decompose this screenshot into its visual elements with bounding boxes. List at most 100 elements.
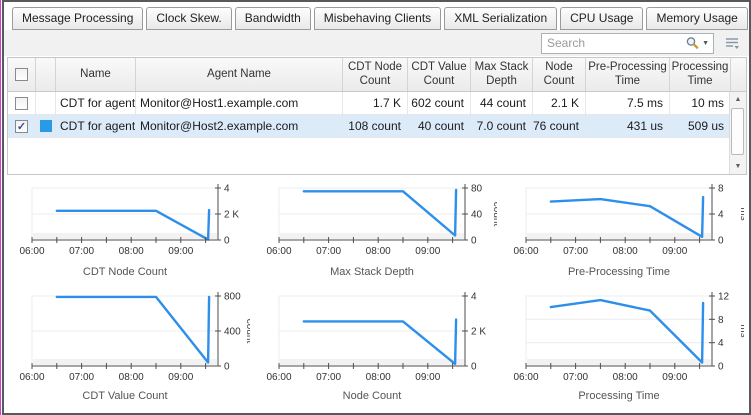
column-chooser-icon[interactable] xyxy=(723,36,740,51)
tab-memory-usage[interactable]: Memory Usage xyxy=(646,7,748,30)
svg-text:0: 0 xyxy=(718,236,724,247)
cell-agent-name: Monitor@Host1.example.com xyxy=(136,92,343,114)
svg-text:40: 40 xyxy=(471,210,483,221)
column-header-cdt-value-count[interactable]: CDT Value Count xyxy=(408,58,471,91)
cell-pre-processing-time: 431 us xyxy=(586,115,670,137)
svg-text:Processing Time: Processing Time xyxy=(578,390,659,402)
chart-svg-node-count: 06:00 07:00 08:00 09:00 0 2 K 4 Node Count xyxy=(266,292,486,403)
svg-text:0: 0 xyxy=(471,236,477,247)
svg-text:08:00: 08:00 xyxy=(118,372,143,383)
cell-cdt-value-count: 602 count xyxy=(408,92,471,114)
svg-text:0: 0 xyxy=(718,362,724,373)
tab-bar: Message Processing Clock Skew. Bandwidth Mi… xyxy=(4,2,749,30)
table-body: CDT for agent 3Monitor@Host1.example.com… xyxy=(8,92,746,138)
svg-text:count: count xyxy=(491,202,497,227)
svg-text:07:00: 07:00 xyxy=(69,372,94,383)
svg-text:4: 4 xyxy=(471,292,477,303)
tab-bandwidth[interactable]: Bandwidth xyxy=(234,7,311,30)
column-header-agent-name[interactable]: Agent Name xyxy=(136,58,343,91)
chart-node-count: 06:00 07:00 08:00 09:00 0 2 K 4 Node Count xyxy=(257,290,497,407)
svg-text:Max Stack Depth: Max Stack Depth xyxy=(330,266,414,278)
data-table: Name Agent Name CDT Node Count CDT Value Co… xyxy=(7,57,747,175)
svg-text:09:00: 09:00 xyxy=(168,246,193,257)
column-header-max-stack-depth[interactable]: Max Stack Depth xyxy=(471,58,533,91)
search-dropdown-arrow-icon[interactable]: ▼ xyxy=(702,39,709,47)
row-checkbox-cell[interactable]: ✓ xyxy=(8,115,36,137)
row-checkbox-cell[interactable] xyxy=(8,92,36,114)
cell-node-count: 76 count xyxy=(533,115,586,137)
row-color-cell xyxy=(36,92,56,114)
svg-text:0: 0 xyxy=(224,362,230,373)
checkbox-unchecked[interactable] xyxy=(15,96,28,110)
cell-agent-name: Monitor@Host2.example.com xyxy=(136,115,343,137)
svg-text:09:00: 09:00 xyxy=(662,372,687,383)
svg-text:06:00: 06:00 xyxy=(266,372,291,383)
svg-text:count: count xyxy=(244,319,250,344)
svg-text:0: 0 xyxy=(224,236,230,247)
select-all-checkbox[interactable] xyxy=(15,68,28,81)
svg-text:06:00: 06:00 xyxy=(513,372,538,383)
table-scrollbar[interactable]: ▲ ▼ xyxy=(729,92,746,174)
svg-text:09:00: 09:00 xyxy=(415,372,440,383)
column-header-processing-time[interactable]: Processing Time xyxy=(670,58,731,91)
svg-text:4: 4 xyxy=(718,338,724,349)
column-header-node-count[interactable]: Node Count xyxy=(533,58,586,91)
svg-text:07:00: 07:00 xyxy=(563,372,588,383)
color-column-header[interactable] xyxy=(36,58,56,91)
row-color-cell xyxy=(36,115,56,137)
cell-cdt-node-count: 1.7 K xyxy=(343,92,408,114)
tab-message-processing[interactable]: Message Processing xyxy=(12,7,144,30)
scrollbar-down-icon[interactable]: ▼ xyxy=(734,163,742,170)
svg-text:09:00: 09:00 xyxy=(415,246,440,257)
svg-text:8: 8 xyxy=(718,184,724,195)
tab-clock-skew[interactable]: Clock Skew. xyxy=(146,7,232,30)
chart-svg-max-stack-depth: 06:00 07:00 08:00 09:00 0 40 80 count Max Stack … xyxy=(266,184,502,279)
svg-text:06:00: 06:00 xyxy=(266,246,291,257)
svg-text:400: 400 xyxy=(224,327,241,338)
svg-text:06:00: 06:00 xyxy=(19,372,44,383)
chart-svg-cdt-node-count: 06:00 07:00 08:00 09:00 0 2 K 4 CDT Node Count xyxy=(19,184,239,279)
select-all-header[interactable] xyxy=(8,58,36,91)
table-row-cdt-for-agent-3[interactable]: CDT for agent 3Monitor@Host1.example.com… xyxy=(8,92,746,115)
svg-text:4: 4 xyxy=(718,210,724,221)
svg-text:2 K: 2 K xyxy=(224,210,239,221)
chart-svg-cdt-value-count: 06:00 07:00 08:00 09:00 0 400 800 count CDT Valu… xyxy=(19,292,255,403)
toolbar: Search ▼ xyxy=(4,30,749,56)
column-header-cdt-node-count[interactable]: CDT Node Count xyxy=(343,58,408,91)
svg-text:06:00: 06:00 xyxy=(513,246,538,257)
svg-text:ms: ms xyxy=(738,207,744,220)
svg-text:07:00: 07:00 xyxy=(316,246,341,257)
cell-node-count: 2.1 K xyxy=(533,92,586,114)
svg-text:Pre-Processing Time: Pre-Processing Time xyxy=(567,266,669,278)
chart-cdt-node-count: 06:00 07:00 08:00 09:00 0 2 K 4 CDT Node Count xyxy=(10,182,250,283)
column-header-pre-processing-time[interactable]: Pre-Processing Time xyxy=(586,58,670,91)
svg-text:8: 8 xyxy=(718,315,724,326)
chart-pre-processing-time: 06:00 07:00 08:00 09:00 0 4 8 ms Pre-Processing … xyxy=(504,182,749,283)
tab-misbehaving-clients[interactable]: Misbehaving Clients xyxy=(313,7,442,30)
svg-text:08:00: 08:00 xyxy=(612,372,637,383)
cell-processing-time: 10 ms xyxy=(670,92,731,114)
search-icon[interactable] xyxy=(685,36,699,50)
table-row-cdt-for-agent-5[interactable]: ✓ CDT for agent 5Monitor@Host2.example.co… xyxy=(8,115,746,138)
cell-cdt-node-count: 108 count xyxy=(343,115,408,137)
cell-name: CDT for agent 5 xyxy=(56,115,136,137)
header-filler xyxy=(731,58,748,91)
cell-pre-processing-time: 7.5 ms xyxy=(586,92,670,114)
search-input[interactable]: Search xyxy=(547,36,586,50)
tab-xml-serialization[interactable]: XML Serialization xyxy=(444,7,558,30)
chart-max-stack-depth: 06:00 07:00 08:00 09:00 0 40 80 count Max Stack … xyxy=(257,182,502,283)
checkbox-checked[interactable]: ✓ xyxy=(15,119,28,133)
svg-text:12: 12 xyxy=(718,292,730,303)
svg-text:CDT Value Count: CDT Value Count xyxy=(82,390,167,402)
scrollbar-up-icon[interactable]: ▲ xyxy=(734,96,742,103)
tab-cpu-usage[interactable]: CPU Usage xyxy=(560,7,644,30)
cell-name: CDT for agent 3 xyxy=(56,92,136,114)
cell-max-stack-depth: 44 count xyxy=(471,92,533,114)
svg-text:08:00: 08:00 xyxy=(118,246,143,257)
scrollbar-thumb[interactable] xyxy=(731,108,744,155)
table-header-row: Name Agent Name CDT Node Count CDT Value Co… xyxy=(8,58,746,92)
svg-text:4: 4 xyxy=(224,184,230,195)
search-box[interactable]: Search ▼ xyxy=(541,32,714,54)
column-header-name[interactable]: Name xyxy=(56,58,136,91)
